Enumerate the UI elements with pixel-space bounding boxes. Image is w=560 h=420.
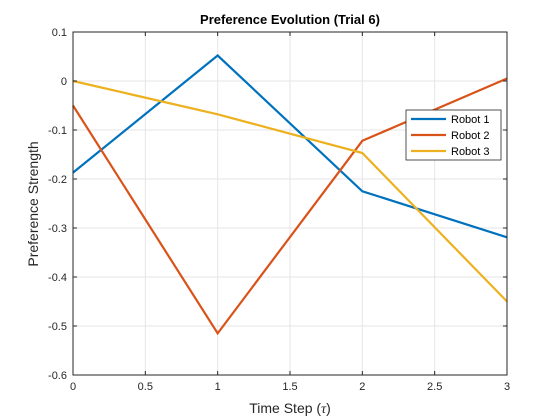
x-tick-label: 1.5 xyxy=(282,381,297,393)
axis-ticks: 0 0.5 1 1.5 2 2.5 3 -0.6 -0.5 -0.4 -0.3 -0.2 -0.1 0 0.… xyxy=(48,27,510,393)
y-axis-label: Preference Strength xyxy=(25,141,41,266)
x-axis-label-suffix: ) xyxy=(326,400,331,416)
chart-title: Preference Evolution (Trial 6) xyxy=(200,12,380,27)
y-tick-label: -0.5 xyxy=(48,321,67,333)
y-tick-label: -0.4 xyxy=(48,272,67,284)
y-tick-label: -0.3 xyxy=(48,223,67,235)
y-tick-label: 0.1 xyxy=(52,27,67,39)
y-tick-label: -0.2 xyxy=(48,174,67,186)
y-tick-label: 0 xyxy=(61,76,67,88)
series-line-robot-1 xyxy=(72,54,508,239)
x-axis-label-text: Time Step ( xyxy=(249,400,321,416)
legend-label: Robot 3 xyxy=(451,146,490,158)
x-tick-label: 0.5 xyxy=(138,381,153,393)
x-tick-label: 3 xyxy=(504,381,510,393)
x-tick-label: 2.5 xyxy=(427,381,442,393)
y-tick-label: -0.6 xyxy=(48,370,67,382)
x-tick-label: 1 xyxy=(215,381,221,393)
series-line-robot-3 xyxy=(72,79,508,303)
x-tick-label: 0 xyxy=(70,381,76,393)
x-tick-label: 2 xyxy=(359,381,365,393)
y-tick-label: -0.1 xyxy=(48,125,67,137)
legend-label: Robot 1 xyxy=(451,114,490,126)
x-axis-label-symbol: τ xyxy=(321,402,327,417)
legend: Robot 1 Robot 2 Robot 3 xyxy=(405,109,502,161)
legend-label: Robot 2 xyxy=(451,130,490,142)
x-axis-label: Time Step (τ) xyxy=(249,400,331,417)
